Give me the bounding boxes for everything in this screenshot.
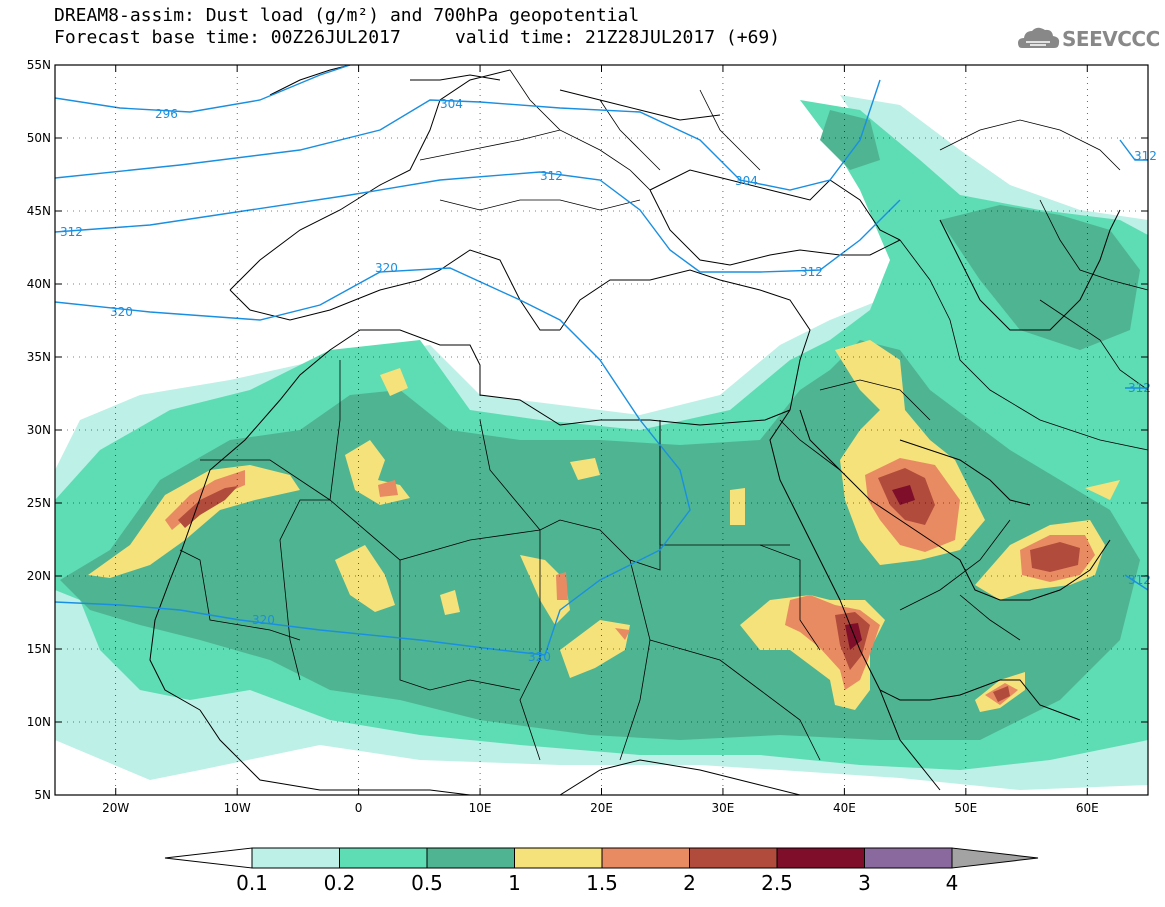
colorbar-segment (426, 847, 515, 869)
lat-label: 50N (27, 131, 51, 145)
lon-label: 30E (712, 801, 735, 815)
contour-label: 304 (735, 174, 758, 188)
colorbar-segment (339, 847, 428, 869)
contour-label: 320 (252, 613, 275, 627)
contour-label: 312 (1128, 381, 1151, 395)
map-title: DREAM8-assim: Dust load (g/m²) and 700hP… (54, 5, 640, 26)
colorbar-segment (776, 847, 865, 869)
longitude-labels: 20W 10W 0 10E 20E 30E 40E 50E 60E (102, 801, 1099, 815)
colorbar-label: 1.5 (586, 871, 618, 895)
lon-label: 0 (355, 801, 363, 815)
colorbar-arrow-low (164, 847, 253, 869)
colorbar-labels: 0.1 0.2 0.5 1 1.5 2 2.5 3 4 (236, 871, 958, 895)
colorbar-label: 4 (946, 871, 959, 895)
axis-ticks (55, 64, 1148, 796)
lon-label: 20E (590, 801, 613, 815)
colorbar-label: 1 (508, 871, 521, 895)
lat-label: 45N (27, 204, 51, 218)
lon-label: 60E (1076, 801, 1099, 815)
contour-label: 312 (540, 169, 563, 183)
dust-band-2 (1030, 542, 1080, 572)
lat-label: 35N (27, 350, 51, 364)
contour-label: 296 (155, 107, 178, 121)
contour-label: 312 (800, 265, 823, 279)
lon-label: 50E (954, 801, 977, 815)
dust-band-1 (380, 368, 408, 396)
lat-label: 25N (27, 496, 51, 510)
lon-label: 10E (469, 801, 492, 815)
colorbar-arrow-high (951, 847, 1039, 869)
contour-label: 320 (528, 650, 551, 664)
contour-label: 320 (375, 261, 398, 275)
country-borders (179, 69, 1148, 761)
dust-band-2 (993, 686, 1010, 702)
dust-band-1 (730, 488, 745, 525)
lat-label: 10N (27, 715, 51, 729)
colorbar-label: 2.5 (761, 871, 793, 895)
dust-band-1.5 (378, 480, 398, 497)
contour-labels: 296 304 312 312 304 312 320 320 320 320 … (60, 97, 1157, 664)
contour-label: 320 (110, 305, 133, 319)
colorbar-label: 2 (683, 871, 696, 895)
dust-band-2.5 (892, 485, 915, 505)
contour-label: 304 (440, 97, 463, 111)
lon-label: 20W (102, 801, 129, 815)
contour-label: 312 (60, 225, 83, 239)
dust-band-1.5 (615, 628, 630, 640)
dust-band-1 (520, 555, 570, 625)
dust-fields (55, 95, 1148, 790)
geopotential-contours (55, 65, 1148, 656)
dust-band-1.5 (556, 572, 568, 600)
colorbar-segment (601, 847, 690, 869)
colorbar-label: 0.1 (236, 871, 268, 895)
dust-band-1 (570, 458, 600, 480)
colorbar (164, 847, 1039, 869)
lat-label: 15N (27, 642, 51, 656)
contour-label: 312 (1134, 149, 1157, 163)
lat-label: 40N (27, 277, 51, 291)
latitude-labels: 55N 50N 45N 40N 35N 30N 25N 20N 15N 10N 5N (27, 58, 51, 802)
colorbar-segment (689, 847, 778, 869)
colorbar-label: 0.5 (411, 871, 443, 895)
cloud-icon (1018, 27, 1060, 48)
colorbar-segment (514, 847, 603, 869)
lon-label: 40E (833, 801, 856, 815)
lon-label: 10W (224, 801, 251, 815)
dust-band-1 (335, 545, 395, 612)
dust-band-0.5 (940, 205, 1140, 350)
colorbar-label: 3 (858, 871, 871, 895)
colorbar-segment (251, 847, 340, 869)
dust-band-1 (1085, 480, 1120, 500)
colorbar-segment (864, 847, 953, 869)
lat-label: 55N (27, 58, 51, 72)
lat-label: 20N (27, 569, 51, 583)
dust-band-1 (88, 465, 300, 578)
lat-label: 5N (34, 788, 51, 802)
dust-band-1 (440, 590, 460, 615)
colorbar-label: 0.2 (324, 871, 356, 895)
lat-label: 30N (27, 423, 51, 437)
logo-text: SEEVCCC (1062, 27, 1160, 51)
forecast-time-line: Forecast base time: 00Z26JUL2017 valid t… (54, 27, 781, 48)
